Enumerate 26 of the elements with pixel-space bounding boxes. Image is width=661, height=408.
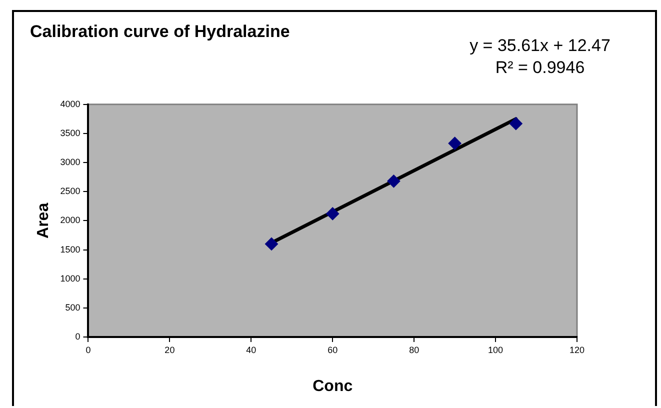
y-tick-label: 0: [75, 331, 80, 342]
y-tick-label: 500: [65, 302, 80, 312]
x-tick-label: 0: [86, 344, 91, 355]
x-tick-label: 60: [328, 344, 338, 355]
x-tick-label: 40: [246, 344, 256, 355]
y-tick-label: 1500: [60, 244, 80, 254]
x-tick-label: 120: [569, 344, 585, 355]
point: [448, 136, 462, 150]
point: [509, 117, 522, 130]
x-axis-title: Conc: [312, 378, 353, 395]
y-axis-title: Area: [35, 202, 52, 238]
x-tick-label: 20: [164, 344, 175, 355]
y-tick-label: 2500: [60, 186, 80, 196]
text: R² = 0.9946: [495, 58, 585, 78]
x-tick-label: 100: [488, 344, 504, 355]
y-tick-label: 2000: [60, 215, 80, 226]
y-tick-label: 4000: [60, 98, 80, 109]
y-tick-label: 3000: [60, 157, 80, 168]
chart-title: Calibration curve of Hydralazine: [30, 22, 290, 41]
point: [387, 174, 400, 188]
point: [265, 237, 278, 250]
point: [326, 207, 340, 220]
y-tick-label: 1000: [60, 273, 80, 284]
text: y = 35.61x + 12.47: [470, 36, 610, 56]
x-tick-label: 80: [409, 344, 420, 355]
y-tick-label: 3500: [60, 128, 80, 138]
